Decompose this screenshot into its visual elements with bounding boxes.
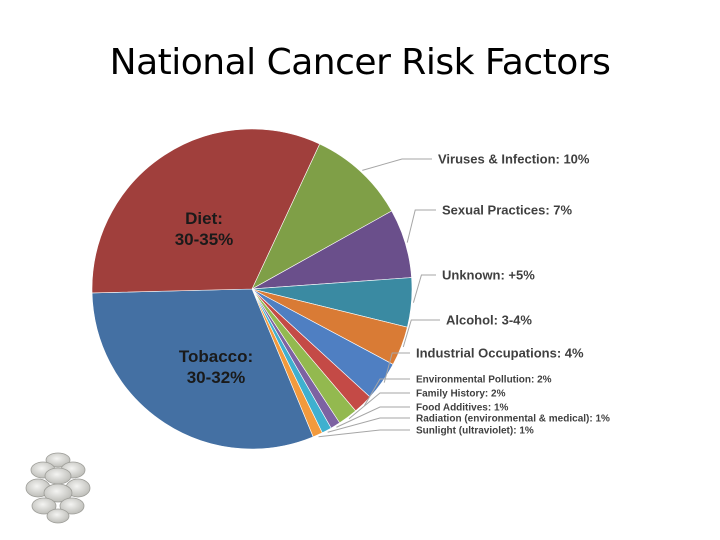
slide-title: National Cancer Risk Factors bbox=[109, 42, 611, 83]
inner-slice-label: Tobacco: 30-32% bbox=[179, 347, 253, 387]
pie-slice-tobacco bbox=[91, 288, 314, 450]
slice-label: Food Additives: 1% bbox=[416, 403, 509, 414]
slice-label: Alcohol: 3-4% bbox=[446, 313, 532, 328]
pie-slice-viruses-infection bbox=[251, 143, 393, 290]
leader-line bbox=[327, 417, 410, 433]
slice-label: Family History: 2% bbox=[416, 389, 506, 400]
slice-label: Viruses & Infection: 10% bbox=[438, 152, 590, 167]
pinecone-logo bbox=[25, 452, 91, 524]
slice-label: Industrial Occupations: 4% bbox=[416, 346, 584, 361]
leader-line bbox=[336, 406, 410, 428]
pie-slice-diet bbox=[91, 128, 321, 294]
slice-label: Sunlight (ultraviolet): 1% bbox=[416, 426, 534, 437]
leader-line bbox=[406, 209, 436, 243]
leader-line bbox=[362, 158, 432, 171]
leader-line bbox=[383, 352, 410, 383]
leader-line bbox=[348, 392, 410, 420]
slice-label: Unknown: +5% bbox=[442, 268, 535, 283]
inner-slice-label: Diet: 30-35% bbox=[175, 209, 234, 249]
slice-label: Radiation (environmental & medical): 1% bbox=[416, 414, 610, 425]
slice-label: Sexual Practices: 7% bbox=[442, 203, 573, 218]
leader-line bbox=[402, 319, 440, 348]
slice-label: Environmental Pollution: 2% bbox=[416, 375, 552, 386]
leader-line bbox=[364, 378, 410, 406]
leader-line bbox=[412, 274, 436, 303]
leader-line bbox=[318, 429, 410, 438]
